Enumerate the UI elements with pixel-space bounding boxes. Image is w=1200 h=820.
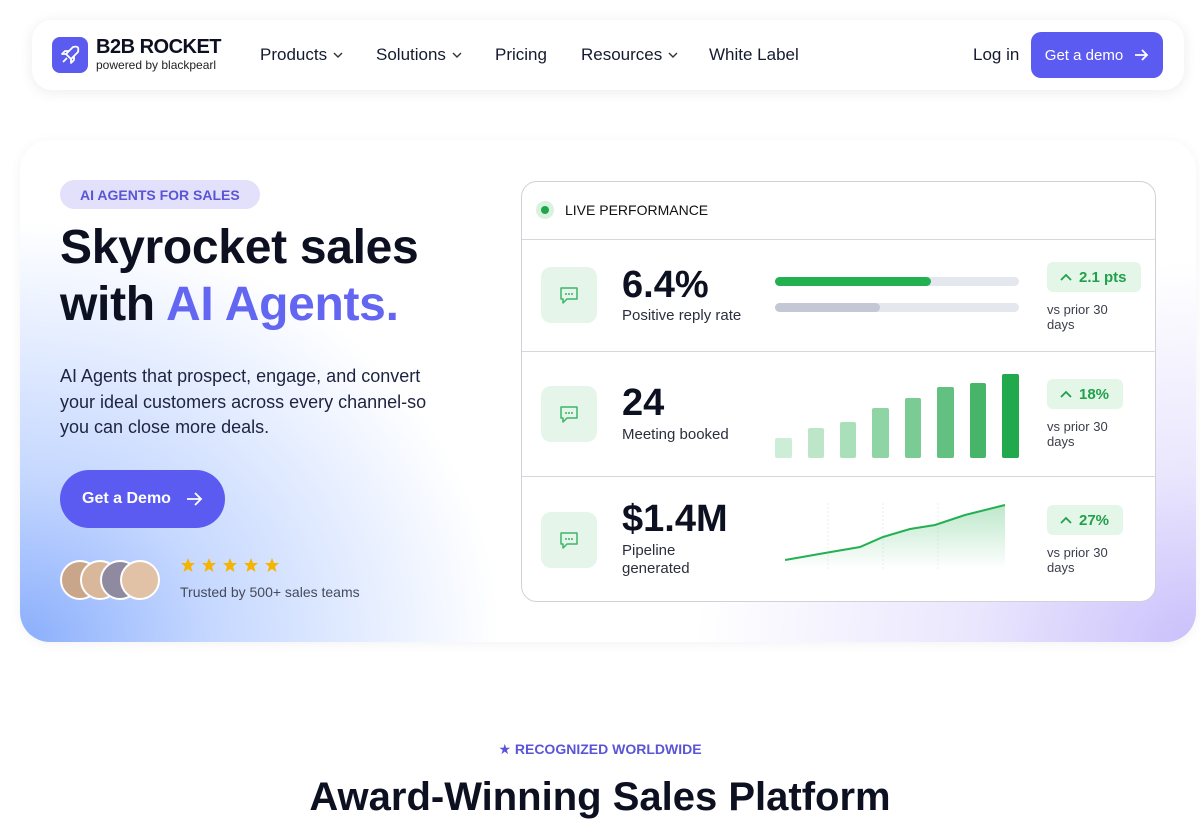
trust-text: Trusted by 500+ sales teams (180, 584, 360, 600)
live-dot (536, 201, 554, 219)
nav-link[interactable]: Resources (581, 45, 678, 65)
awards-eyebrow: ★ RECOGNIZED WORLDWIDE (498, 741, 702, 757)
line-sparkline (785, 503, 1006, 569)
chevron (668, 52, 678, 58)
nav-link[interactable]: Solutions (376, 45, 462, 65)
change-text: 27% (1079, 511, 1110, 529)
button-text: Get a demo (1044, 46, 1124, 64)
button-text: Get a Demo (82, 490, 171, 507)
change-text: 2.1 pts (1079, 268, 1127, 286)
title-text: with (60, 278, 155, 331)
panel-title: LIVE PERFORMANCE (565, 202, 709, 218)
metric-row: $1.4M Pipeline generated 27% vs prior 30… (522, 476, 1155, 601)
change-badge: 18% (1047, 379, 1124, 409)
hero-cta[interactable]: Get a Demo (60, 470, 225, 528)
chevron (333, 52, 343, 58)
nav-link[interactable]: Pricing (495, 45, 547, 64)
hero-badge: AI AGENTS FOR SALES (60, 180, 260, 209)
nav-text: Products (260, 45, 328, 64)
chevron (452, 52, 462, 58)
change-badge: 27% (1047, 505, 1124, 535)
nav-text: Resources (581, 45, 663, 64)
demo-button[interactable]: Get a demo (1031, 32, 1163, 78)
icon (560, 532, 578, 549)
chat-icon (541, 512, 597, 568)
metric-row: 24 Meeting booked 18% vs prior 30 days (522, 351, 1155, 476)
up-chevron (1060, 390, 1072, 398)
title-line: Skyrocket sales (60, 221, 419, 274)
metric-row: 6.4% Positive reply rate 2.1 pts vs prio… (522, 239, 1155, 351)
up-chevron (1060, 273, 1072, 281)
logo-icon[interactable] (52, 37, 88, 73)
avatars (60, 560, 160, 600)
page: B2B ROCKET powered by blackpearl Product… (20, 20, 1196, 819)
logo-subtitle: powered by blackpearl (96, 58, 217, 72)
change-note: vs prior 30 days (1047, 419, 1108, 449)
hero-title: Skyrocket sales with AI Agents. (60, 219, 419, 333)
change-note: vs prior 30 days (1047, 545, 1108, 575)
bar-sparkline (775, 374, 1019, 458)
metric-label: Positive reply rate (622, 307, 742, 324)
awards-title: Award-Winning Sales Platform (309, 775, 891, 819)
metric-label: Meeting booked (622, 426, 729, 443)
progress-bars (775, 277, 1019, 312)
chat-icon (541, 386, 597, 442)
arrow-icon (1135, 49, 1149, 61)
arrow-icon (186, 492, 203, 506)
title-line: with AI Agents. (60, 276, 418, 333)
chat-icon (541, 267, 597, 323)
metric-value: $1.4M (622, 498, 728, 540)
icon (560, 287, 578, 304)
nav-link[interactable]: Products (260, 45, 343, 65)
rocket-icon (61, 45, 80, 64)
nav-link[interactable]: White Label (709, 45, 799, 64)
icon (560, 406, 578, 423)
change-text: 18% (1079, 385, 1110, 403)
change-note: vs prior 30 days (1047, 302, 1108, 332)
logo-title[interactable]: B2B ROCKET (96, 36, 222, 58)
up-chevron (1060, 516, 1072, 524)
performance-panel: LIVE PERFORMANCE 6.4% Positive reply rat… (521, 181, 1156, 602)
metric-value: 24 (622, 382, 665, 424)
navbar: B2B ROCKET powered by blackpearl Product… (32, 20, 1184, 90)
nav-text: Solutions (376, 45, 446, 64)
metric-value: 6.4% (622, 264, 709, 306)
title-highlight: AI Agents. (166, 278, 399, 331)
hero-description: AI Agents that prospect, engage, and con… (60, 366, 427, 437)
metric-label: Pipeline generated (622, 542, 690, 577)
stars (181, 558, 279, 572)
change-badge: 2.1 pts (1047, 262, 1141, 292)
login-link[interactable]: Log in (973, 45, 1020, 64)
